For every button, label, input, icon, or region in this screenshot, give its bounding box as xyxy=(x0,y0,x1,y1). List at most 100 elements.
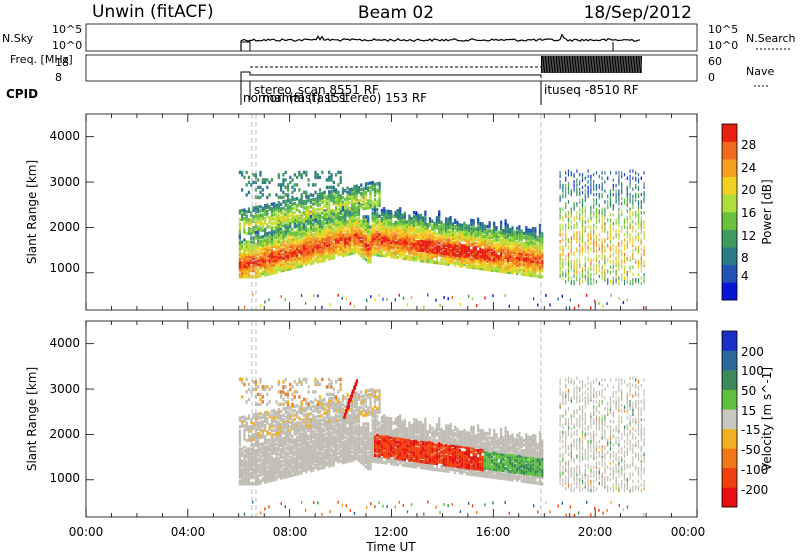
power-cell xyxy=(522,272,526,277)
velocity-cell xyxy=(273,459,276,464)
power-cell xyxy=(376,238,379,243)
power-cell xyxy=(376,246,379,251)
power-cell xyxy=(250,275,253,279)
velocity-cell xyxy=(243,428,246,432)
power-cell xyxy=(264,178,267,182)
power-cell xyxy=(270,211,273,215)
nsky-label: N.Sky xyxy=(2,32,34,45)
power-cell xyxy=(264,238,267,242)
velocity-cell xyxy=(268,425,271,429)
power-cell xyxy=(492,294,494,298)
velocity-cell xyxy=(277,440,280,444)
velocity-cell xyxy=(261,476,264,481)
power-cell xyxy=(296,261,299,265)
power-cell xyxy=(403,226,406,230)
power-cell xyxy=(433,228,436,232)
power-cell xyxy=(454,251,457,255)
power-cell xyxy=(598,203,600,208)
power-cell xyxy=(516,263,519,267)
power-cell xyxy=(337,216,340,220)
velocity-cell xyxy=(275,477,278,481)
power-cell xyxy=(275,246,278,250)
power-cell xyxy=(313,294,315,297)
velocity-cell xyxy=(238,471,241,476)
velocity-cell xyxy=(241,480,244,484)
power-cell xyxy=(316,214,319,218)
velocity-cell xyxy=(243,437,246,441)
power-cell xyxy=(601,247,603,251)
velocity-cell xyxy=(250,435,253,440)
power-cell xyxy=(396,251,399,256)
power-cell xyxy=(403,224,406,228)
power-cell xyxy=(378,199,381,203)
power-cell xyxy=(637,220,640,224)
power-cell xyxy=(445,219,448,223)
power-cell xyxy=(328,224,331,228)
nave-ituseq-stroke xyxy=(570,55,573,74)
velocity-cell xyxy=(277,434,280,438)
power-cell xyxy=(318,235,322,239)
nave-ituseq-stroke xyxy=(609,55,611,74)
velocity-cell xyxy=(268,469,271,473)
power-cell xyxy=(289,250,292,255)
power-cell xyxy=(289,254,292,259)
power-cell xyxy=(590,306,592,310)
power-cell xyxy=(536,235,539,240)
power-cell xyxy=(565,229,567,233)
power-cell xyxy=(270,236,273,241)
power-cell xyxy=(298,220,301,224)
power-cell xyxy=(293,263,296,268)
velocity-cell xyxy=(247,457,251,461)
power-cell xyxy=(270,215,273,219)
power-cell xyxy=(532,271,535,276)
power-cell xyxy=(337,197,340,201)
power-cell xyxy=(247,190,251,195)
power-cell xyxy=(565,214,567,219)
power-cell xyxy=(367,229,370,233)
power-cell xyxy=(293,183,296,187)
power-cell xyxy=(257,262,260,267)
power-cell xyxy=(525,266,528,271)
power-cell xyxy=(615,198,617,202)
power-cell xyxy=(483,240,487,245)
power-cell xyxy=(573,183,575,188)
power-cell xyxy=(376,208,379,212)
power-cell xyxy=(522,250,526,254)
power-cell xyxy=(300,173,303,177)
power-cell xyxy=(458,245,461,250)
power-cell xyxy=(266,250,269,254)
power-cell xyxy=(609,202,612,206)
power-cell xyxy=(500,239,503,243)
velocity-data xyxy=(238,376,645,517)
power-cell xyxy=(316,225,319,229)
power-cell xyxy=(403,213,406,218)
velocity-cell xyxy=(270,441,273,446)
power-cell xyxy=(581,185,584,190)
power-cell xyxy=(419,220,422,224)
power-cell xyxy=(511,226,514,230)
power-cell xyxy=(344,216,347,220)
power-cell xyxy=(387,250,390,254)
power-cell xyxy=(362,217,365,221)
power-cell xyxy=(584,269,586,273)
power-cell xyxy=(584,261,586,266)
power-cell xyxy=(316,208,319,212)
power-cell xyxy=(502,261,505,266)
power-cell xyxy=(590,232,592,237)
power-cell xyxy=(465,244,468,248)
power-cell xyxy=(621,258,623,262)
power-cell xyxy=(243,238,246,242)
power-cell xyxy=(296,265,299,269)
power-ytick-3000: 3000 xyxy=(49,175,80,189)
power-cell xyxy=(318,207,322,211)
power-cell xyxy=(245,273,248,277)
power-cell xyxy=(447,242,450,246)
power-cell xyxy=(406,232,409,236)
power-cell xyxy=(348,252,351,256)
power-cell xyxy=(467,242,471,247)
velocity-cell xyxy=(254,437,257,441)
power-cell xyxy=(394,210,397,214)
velocity-cell xyxy=(243,419,246,424)
velocity-cell xyxy=(273,465,276,470)
power-cell xyxy=(330,209,333,213)
